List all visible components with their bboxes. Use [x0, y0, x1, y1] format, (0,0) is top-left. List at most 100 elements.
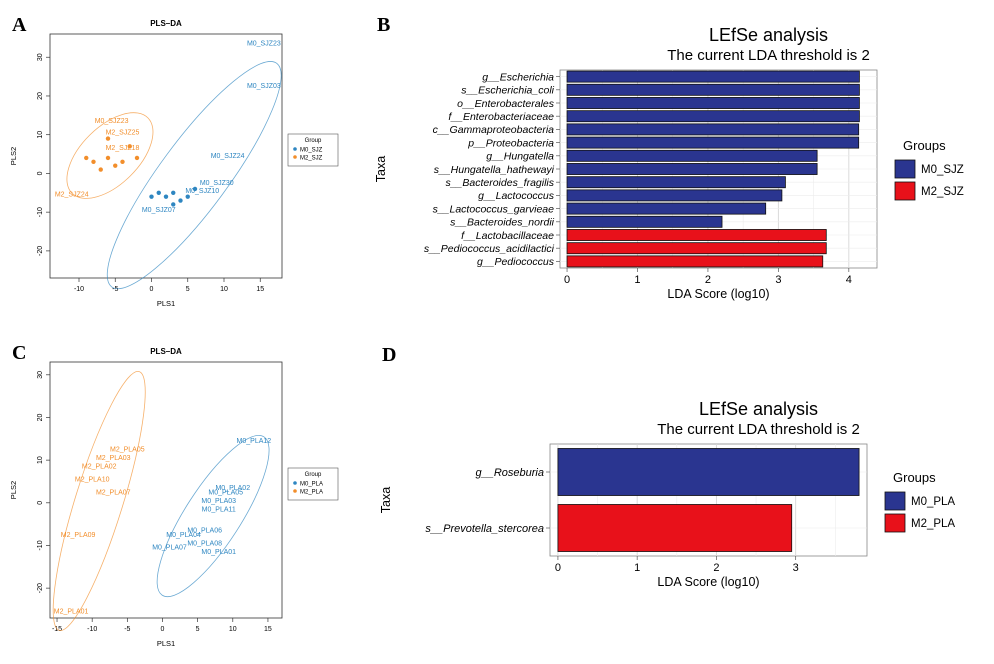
sample-label: M0_PLA07 [152, 545, 187, 552]
panel-letter-b: B [377, 14, 391, 36]
sample-label: M0_SJZ10 [185, 188, 219, 195]
y-tick-label: -10 [37, 207, 44, 217]
sample-point [178, 198, 183, 203]
bar-s--prevotella-stercorea [557, 504, 793, 552]
sample-label: M0_PLA11 [202, 506, 236, 513]
sample-label: M0_PLA12 [237, 438, 272, 445]
sample-label: M2_SJZ18 [106, 145, 140, 152]
sample-point [149, 194, 154, 199]
plot-frame [49, 361, 283, 619]
taxon-label: g__Roseburia [476, 467, 545, 479]
y-tick-label: 10 [37, 131, 44, 139]
chart-title: PLS–DA [150, 20, 182, 28]
y-tick-label: 10 [37, 456, 44, 464]
legend-label: M0_PLA [911, 496, 955, 508]
y-axis-label: Taxa [374, 156, 388, 182]
bar-s--escherichia-coli [566, 83, 860, 96]
sample-label: M2_PLA07 [96, 489, 131, 496]
taxon-label: g__Hungatella [486, 151, 554, 163]
legend-label: M2_SJZ [921, 186, 964, 198]
x-tick-label: 1 [634, 562, 640, 574]
x-tick-label: 5 [196, 626, 200, 633]
sample-point [192, 186, 198, 192]
legend-label: M2_SJZ [300, 156, 323, 162]
legend-label: M2_PLA [911, 518, 955, 530]
legend-title: Group [305, 472, 322, 478]
bar-s--hungatella-hathewayi [566, 163, 818, 175]
chart-title: LEfSe analysis [709, 25, 828, 45]
taxon-label: g__Lactococcus [478, 190, 555, 202]
taxon-label: s__Lactococcus_garvieae [433, 203, 555, 215]
sample-point [105, 136, 111, 141]
sample-label: M2_PLA02 [82, 464, 117, 471]
y-tick-label: 30 [37, 53, 44, 61]
x-tick-label: 3 [793, 562, 799, 574]
sample-point [91, 159, 96, 165]
sample-label: M0_SJZ24 [211, 153, 245, 160]
sample-label: M0_PLA05 [208, 489, 243, 496]
legend-title: Group [305, 138, 322, 144]
sample-point [156, 190, 161, 195]
chart-subtitle: The current LDA threshold is 2 [667, 47, 870, 64]
sample-label: M2_PLA09 [61, 532, 96, 539]
x-axis-label: PLS1 [157, 639, 175, 648]
bar-g--pediococcus [566, 255, 824, 268]
y-axis-label: Taxa [379, 487, 393, 513]
x-tick-label: 3 [775, 274, 781, 286]
sample-point [171, 202, 176, 207]
bar-s--bacteroides-nordii [566, 215, 723, 228]
chart-title: LEfSe analysis [699, 399, 818, 419]
legend-label: M0_SJZ [300, 148, 323, 154]
legend-title: Groups [893, 470, 936, 485]
bar-s--pediococcus-acidilactici [566, 242, 827, 255]
bar-g--roseburia [557, 448, 860, 496]
sample-point [98, 167, 103, 172]
taxon-label: p__Proteobacteria [467, 137, 554, 149]
taxon-label: s__Bacteroides_fragilis [445, 177, 554, 189]
sample-point [163, 194, 169, 199]
legend-title: Groups [903, 138, 946, 153]
y-tick-label: 0 [37, 171, 44, 175]
taxon-label: s__Escherichia_coli [461, 85, 554, 97]
legend-marker [293, 155, 297, 159]
sample-point [171, 190, 176, 195]
sample-label: M2_PLA01 [54, 609, 89, 616]
y-tick-label: -10 [37, 540, 44, 550]
bar-s--bacteroides-fragilis [566, 176, 786, 189]
sample-label: M0_PLA04 [166, 532, 201, 539]
x-tick-label: -5 [112, 286, 118, 293]
y-axis-label: PLS2 [9, 147, 18, 165]
x-tick-label: -5 [124, 626, 130, 633]
y-tick-label: -20 [37, 246, 44, 256]
sample-label: M2_PLA10 [75, 476, 110, 483]
pls-da-plot-sjz: PLS–DA -10 -5 0 5 10 15 -20 -10 0 10 20 30 PLS1 PLS2 M0… [9, 20, 339, 308]
x-tick-label: 10 [229, 626, 237, 633]
panel-letter-d: D [382, 344, 397, 366]
taxon-label: s__Pediococcus_acidilactici [424, 243, 555, 255]
legend-swatch [884, 513, 906, 533]
x-tick-label: 0 [161, 626, 165, 633]
confidence-ellipse-m0_sjz [106, 61, 282, 290]
bar-g--hungatella [566, 149, 818, 162]
sample-label: M0_SJZ07 [142, 207, 176, 214]
legend-marker [293, 489, 297, 493]
bar-g--lactococcus [566, 189, 783, 202]
confidence-ellipse-m0_pla [156, 435, 270, 598]
sample-label: M0_PLA01 [201, 549, 236, 556]
sample-label: M2_PLA05 [110, 447, 145, 454]
sample-label: M0_SJZ03 [247, 83, 281, 90]
sample-label: M2_SJZ25 [106, 130, 140, 137]
taxon-label: g__Pediococcus [477, 256, 555, 268]
panel-letter-c: C [12, 342, 27, 364]
bar-c--gammaproteobacteria [566, 123, 860, 136]
legend-swatch [884, 491, 906, 511]
bar-f--lactobacillaceae [566, 229, 827, 241]
sample-label: M0_SJZ23 [247, 41, 281, 48]
x-axis-label: LDA Score (log10) [667, 287, 769, 301]
taxon-label: f__Enterobacteriaceae [448, 111, 554, 123]
legend-swatch [894, 159, 916, 179]
y-tick-label: -20 [37, 583, 44, 593]
x-tick-label: 2 [705, 274, 711, 286]
y-tick-label: 20 [37, 92, 44, 100]
lefse-bar-chart-pla: LEfSe analysis The current LDA threshold … [379, 399, 955, 589]
